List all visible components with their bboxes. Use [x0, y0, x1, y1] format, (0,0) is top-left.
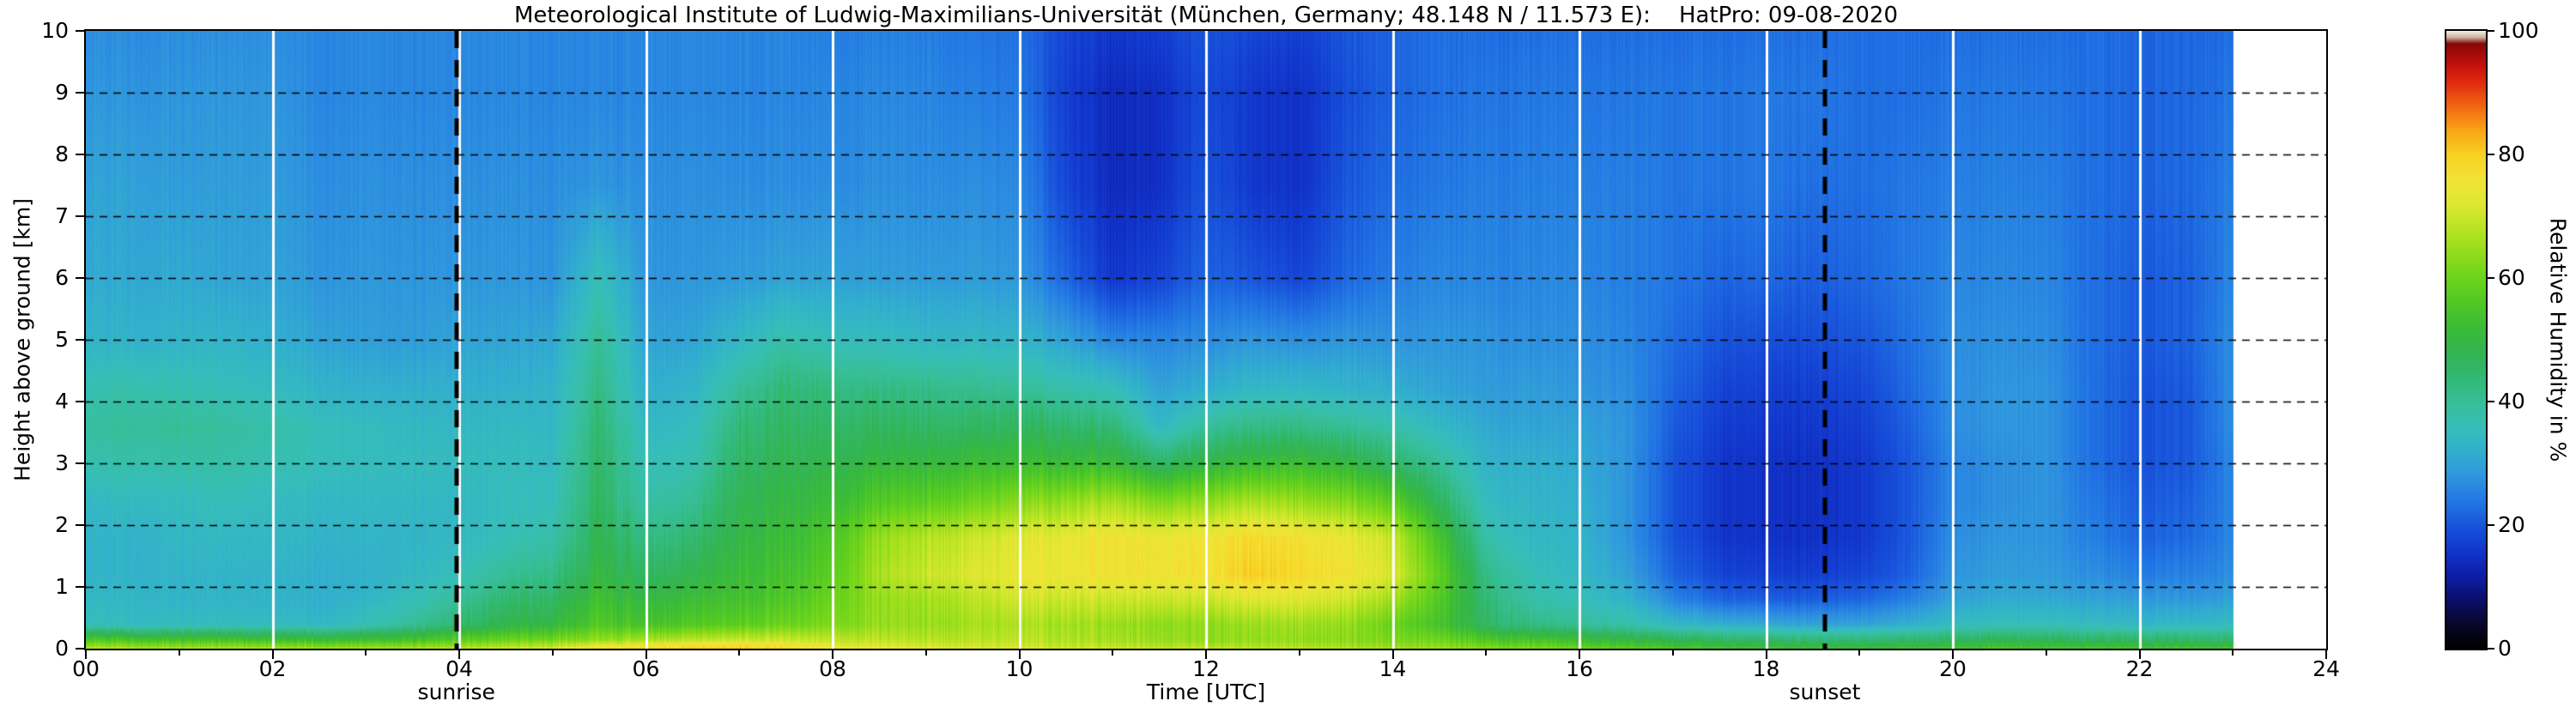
- colorbar-tick-label: 20: [2498, 512, 2525, 537]
- x-tick-label: 14: [1379, 656, 1407, 681]
- x-tick: [2325, 650, 2327, 659]
- x-tick-label: 20: [1939, 656, 1967, 681]
- x-tick: [645, 650, 647, 659]
- y-tick: [76, 401, 84, 402]
- y-tick: [76, 154, 84, 155]
- y-tick-label: 8: [55, 142, 69, 166]
- x-tick: [1952, 650, 1954, 659]
- y-tick-label: 9: [55, 80, 69, 105]
- sunrise-annotation: sunrise: [417, 680, 495, 704]
- x-minor-tick: [924, 650, 927, 656]
- colorbar: [2445, 29, 2488, 650]
- x-tick: [2138, 650, 2141, 659]
- y-tick-label: 3: [55, 450, 69, 475]
- x-axis-label: Time [UTC]: [1146, 680, 1266, 704]
- x-minor-tick: [1112, 650, 1114, 656]
- x-tick: [1579, 650, 1580, 659]
- sunset-annotation: sunset: [1789, 680, 1861, 704]
- x-minor-tick: [178, 650, 180, 656]
- y-tick: [76, 30, 84, 32]
- y-tick: [76, 277, 84, 279]
- x-tick-label: 02: [258, 656, 287, 681]
- colorbar-tick: [2488, 154, 2494, 155]
- x-minor-tick: [365, 650, 367, 656]
- y-tick: [76, 648, 84, 650]
- x-tick: [1391, 650, 1394, 659]
- colorbar-tick: [2488, 277, 2494, 279]
- x-tick: [1765, 650, 1767, 659]
- x-tick: [458, 650, 460, 659]
- x-tick: [832, 650, 833, 659]
- x-tick: [85, 650, 87, 659]
- x-tick-label: 10: [1005, 656, 1033, 681]
- y-tick-label: 6: [55, 265, 69, 290]
- x-minor-tick: [1858, 650, 1861, 656]
- x-tick-label: 16: [1566, 656, 1593, 681]
- y-tick: [76, 524, 84, 526]
- chart-title: Meteorological Institute of Ludwig-Maxim…: [513, 3, 1899, 28]
- colorbar-tick: [2488, 401, 2494, 402]
- y-tick-label: 1: [55, 574, 69, 599]
- x-minor-tick: [1671, 650, 1674, 656]
- x-minor-tick: [1485, 650, 1488, 656]
- y-tick-label: 5: [55, 327, 69, 352]
- y-tick: [76, 586, 84, 588]
- x-tick-label: 12: [1192, 656, 1220, 681]
- x-tick: [271, 650, 274, 659]
- colorbar-tick: [2488, 648, 2494, 650]
- humidity-heatmap: [84, 29, 2328, 650]
- x-tick-label: 18: [1752, 656, 1780, 681]
- x-minor-tick: [738, 650, 741, 656]
- y-tick: [76, 339, 84, 341]
- y-tick-label: 2: [55, 512, 69, 537]
- colorbar-label: Relative Humidity in %: [2545, 217, 2571, 462]
- y-tick-label: 4: [55, 389, 69, 414]
- x-tick-label: 24: [2312, 656, 2340, 681]
- x-tick-label: 22: [2125, 656, 2154, 681]
- colorbar-tick-label: 100: [2498, 18, 2539, 43]
- x-minor-tick: [1298, 650, 1300, 656]
- y-tick: [76, 462, 84, 464]
- x-tick: [1205, 650, 1207, 659]
- x-minor-tick: [2045, 650, 2047, 656]
- colorbar-tick: [2488, 30, 2494, 32]
- colorbar-tick-label: 80: [2498, 142, 2525, 166]
- y-tick: [76, 92, 84, 94]
- x-tick-label: 06: [632, 656, 660, 681]
- y-tick: [76, 215, 84, 217]
- x-minor-tick: [551, 650, 554, 656]
- x-tick: [1018, 650, 1021, 659]
- x-tick-label: 00: [72, 656, 100, 681]
- colorbar-tick-label: 60: [2498, 265, 2525, 290]
- y-tick-label: 10: [41, 18, 69, 43]
- colorbar-tick-label: 40: [2498, 389, 2525, 414]
- x-tick-label: 04: [445, 656, 473, 681]
- x-tick-label: 08: [819, 656, 846, 681]
- colorbar-tick-label: 0: [2498, 636, 2512, 661]
- y-tick-label: 0: [55, 636, 69, 661]
- x-minor-tick: [2232, 650, 2234, 656]
- colorbar-tick: [2488, 524, 2494, 526]
- y-tick-label: 7: [55, 203, 69, 228]
